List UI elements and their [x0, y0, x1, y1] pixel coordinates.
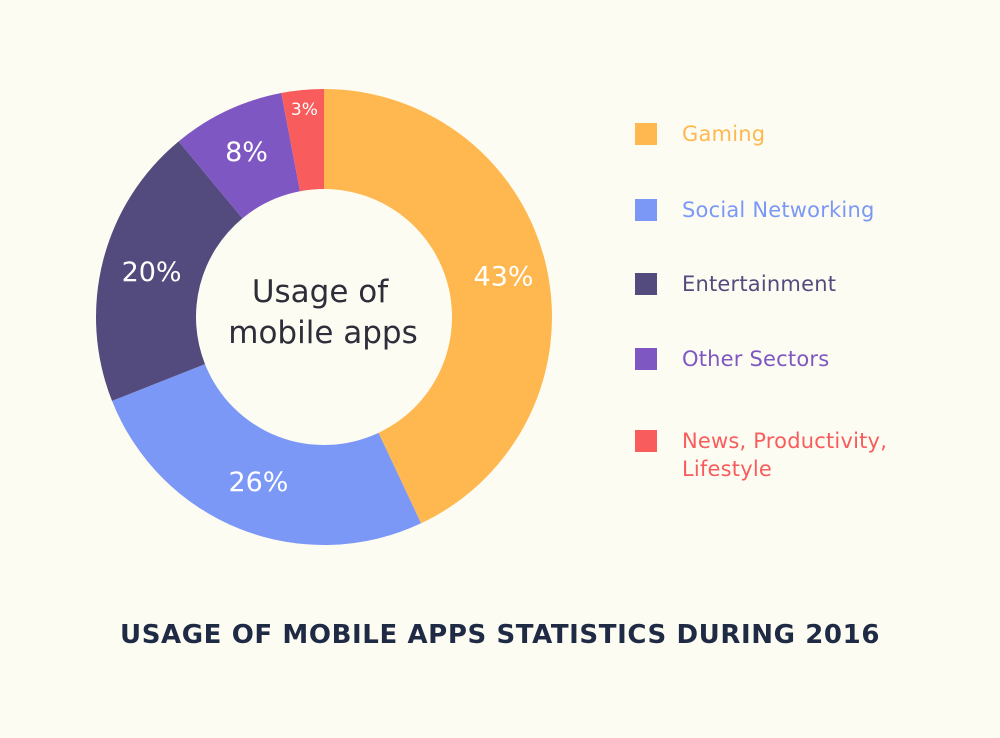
legend-item-other-sectors: Other Sectors	[635, 345, 829, 373]
legend-swatch-gaming	[635, 123, 657, 145]
legend-label-social-networking: Social Networking	[682, 198, 875, 222]
legend-item-social-networking: Social Networking	[635, 196, 875, 224]
legend-label-news-productivity-lifestyle: News, Productivity, Lifestyle	[682, 429, 888, 481]
legend-swatch-news-productivity-lifestyle	[635, 430, 657, 452]
slice-label-news-productivity-lifestyle: 3%	[291, 100, 318, 120]
legend-swatch-other-sectors	[635, 348, 657, 370]
donut-slice-social-networking	[112, 364, 422, 545]
legend-label-other-sectors: Other Sectors	[682, 347, 830, 371]
legend-item-entertainment: Entertainment	[635, 270, 836, 298]
donut-center-label: Usage of mobile apps	[228, 274, 418, 351]
donut-slice-labels: 43% 26% 20% 8% 3%	[122, 100, 534, 498]
slice-label-gaming: 43%	[474, 261, 534, 292]
center-label-line-2: mobile apps	[228, 315, 418, 351]
legend-item-gaming: Gaming	[635, 120, 765, 148]
legend-item-news-productivity-lifestyle: News, Productivity, Lifestyle	[635, 427, 887, 483]
slice-label-social-networking: 26%	[228, 467, 288, 498]
legend-label-entertainment: Entertainment	[682, 272, 837, 296]
chart-title: USAGE OF MOBILE APPS STATISTICS DURING 2…	[119, 620, 881, 650]
donut-slice-other-sectors	[178, 93, 301, 219]
legend-swatch-entertainment	[635, 273, 657, 295]
donut-slice-gaming	[324, 89, 553, 524]
donut-slice-news-productivity-lifestyle	[281, 89, 324, 192]
legend-label-gaming: Gaming	[682, 122, 766, 146]
legend-swatch-social-networking	[635, 199, 657, 221]
donut-slice-entertainment	[96, 141, 243, 401]
center-label-line-1: Usage of	[252, 274, 389, 310]
slice-label-other-sectors: 8%	[225, 137, 268, 168]
slice-label-entertainment: 20%	[122, 257, 182, 288]
donut-slices	[96, 89, 553, 545]
